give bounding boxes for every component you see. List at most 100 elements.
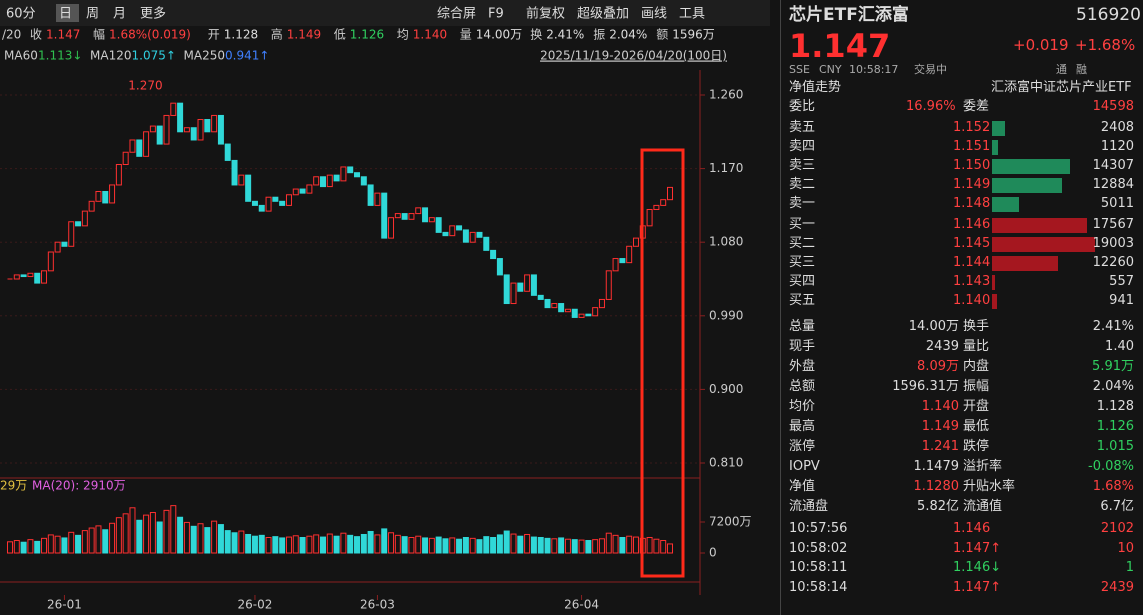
candle [510, 282, 517, 305]
book-label: 买五 [789, 293, 816, 308]
volume-bar [61, 537, 68, 554]
stat-value: 5.91万 [1092, 359, 1134, 374]
info-label: 均 [397, 28, 409, 42]
book-volume: 2408 [1100, 120, 1134, 135]
stat-value: 2439 [925, 339, 959, 354]
candle [347, 166, 354, 174]
book-label: 买四 [789, 274, 816, 289]
diff-label: 委差 [963, 99, 990, 114]
volume-bar [245, 533, 252, 554]
stat-value: 1.149 [921, 419, 959, 434]
candle [190, 127, 197, 141]
trade-volume: 2102 [1100, 521, 1134, 536]
ratio-value: 16.96% [906, 99, 956, 114]
candle [605, 270, 612, 300]
candle [47, 251, 54, 272]
change: +0.019 [1013, 36, 1069, 54]
candle [544, 298, 551, 309]
stat-value: 2.04% [1092, 379, 1134, 394]
period-tab[interactable]: 周 [86, 7, 99, 22]
stat-label: 换手 [963, 319, 990, 334]
volume-bar [422, 537, 429, 554]
candle [27, 272, 34, 278]
book-volume: 557 [1109, 274, 1134, 289]
candle [483, 236, 490, 251]
candle [13, 274, 20, 280]
volume-bar [592, 539, 599, 554]
stat-label: 流通盘 [789, 499, 829, 514]
tool-button[interactable]: 超级叠加 [577, 7, 629, 22]
tool-button[interactable]: 画线 [641, 7, 667, 22]
book-price: 1.143 [953, 274, 991, 289]
period-tab[interactable]: 日 [59, 7, 72, 22]
candle [435, 217, 442, 233]
stat-value: 1.68% [1092, 479, 1134, 494]
ma-label: MA120 [90, 49, 131, 63]
tool-button[interactable]: F9 [488, 7, 504, 22]
period-tab[interactable]: 更多 [140, 6, 166, 22]
stat-value: 2.41% [1092, 319, 1134, 334]
book-bar [992, 256, 1059, 271]
quote-panel: 芯片ETF汇添富 516920 1.147 +0.019 +1.68% SSE CNY 10:… [780, 0, 1143, 615]
candle [61, 241, 68, 247]
book-bar [992, 178, 1062, 193]
volume-bar [163, 509, 170, 554]
candle [578, 313, 585, 318]
candle [20, 274, 27, 278]
candle [592, 307, 599, 317]
volume-bar [660, 540, 667, 554]
candle [564, 308, 571, 313]
ratio-label: 委比 [789, 99, 816, 114]
info-value: 1.68%(0.019) [109, 28, 191, 42]
book-volume: 12884 [1092, 177, 1134, 192]
volume-bar [435, 536, 442, 554]
volume-bar [279, 537, 286, 554]
y-tick-label: 1.080 [709, 235, 743, 249]
quote-meta: 交易中 [914, 63, 947, 76]
info-label: 额 [656, 28, 668, 42]
trade-time: 10:58:11 [789, 560, 848, 575]
volume-bar [598, 538, 605, 554]
candle [333, 174, 340, 182]
badge: 通 [1056, 63, 1067, 76]
candle [163, 114, 170, 145]
candle [422, 207, 429, 223]
tool-button[interactable]: 工具 [679, 7, 705, 22]
period-selected [56, 4, 79, 22]
volume-bar [211, 520, 218, 554]
y-tick-label: 1.170 [709, 161, 743, 175]
volume-bar [224, 530, 231, 554]
chart: 60分 日周月更多 综合屏 F9 前复权 超级叠加 画线 工具/20 收 1.147 幅 1.68%(… [0, 4, 752, 612]
candle [612, 258, 619, 272]
period-tab[interactable]: 月 [113, 7, 126, 22]
volume-bar [326, 533, 333, 554]
nav-link[interactable]: 净值走势 [789, 80, 842, 95]
x-tick-label: 26-02 [238, 598, 273, 612]
volume-bar [47, 534, 54, 554]
candle [374, 192, 381, 206]
y-tick-label: 7200万 [709, 515, 752, 529]
info-value: 2.41% [546, 28, 584, 42]
candle [102, 190, 109, 204]
ma-value: 1.075↑ [132, 49, 176, 63]
candle [319, 176, 326, 188]
candle [503, 274, 510, 305]
x-tick-label: 26-04 [564, 598, 599, 612]
stat-value: 1.1479 [913, 459, 960, 474]
volume-bar [646, 537, 653, 554]
y-tick-label: 0.810 [709, 456, 743, 470]
volume-bar [626, 535, 633, 554]
candle [524, 274, 531, 292]
book-volume: 12260 [1092, 255, 1134, 270]
stat-label: 跌停 [963, 439, 990, 454]
trade-volume: 2439 [1100, 579, 1134, 595]
tool-button[interactable]: 综合屏 [437, 7, 476, 22]
candle [245, 174, 252, 202]
period-tab[interactable]: 60分 [6, 7, 36, 22]
tool-button[interactable]: 前复权 [526, 6, 565, 22]
volume-bar [347, 534, 354, 554]
candle [183, 127, 190, 133]
stat-value: 8.09万 [917, 359, 959, 374]
volume-bar [299, 537, 306, 554]
volume-bar [612, 534, 619, 554]
